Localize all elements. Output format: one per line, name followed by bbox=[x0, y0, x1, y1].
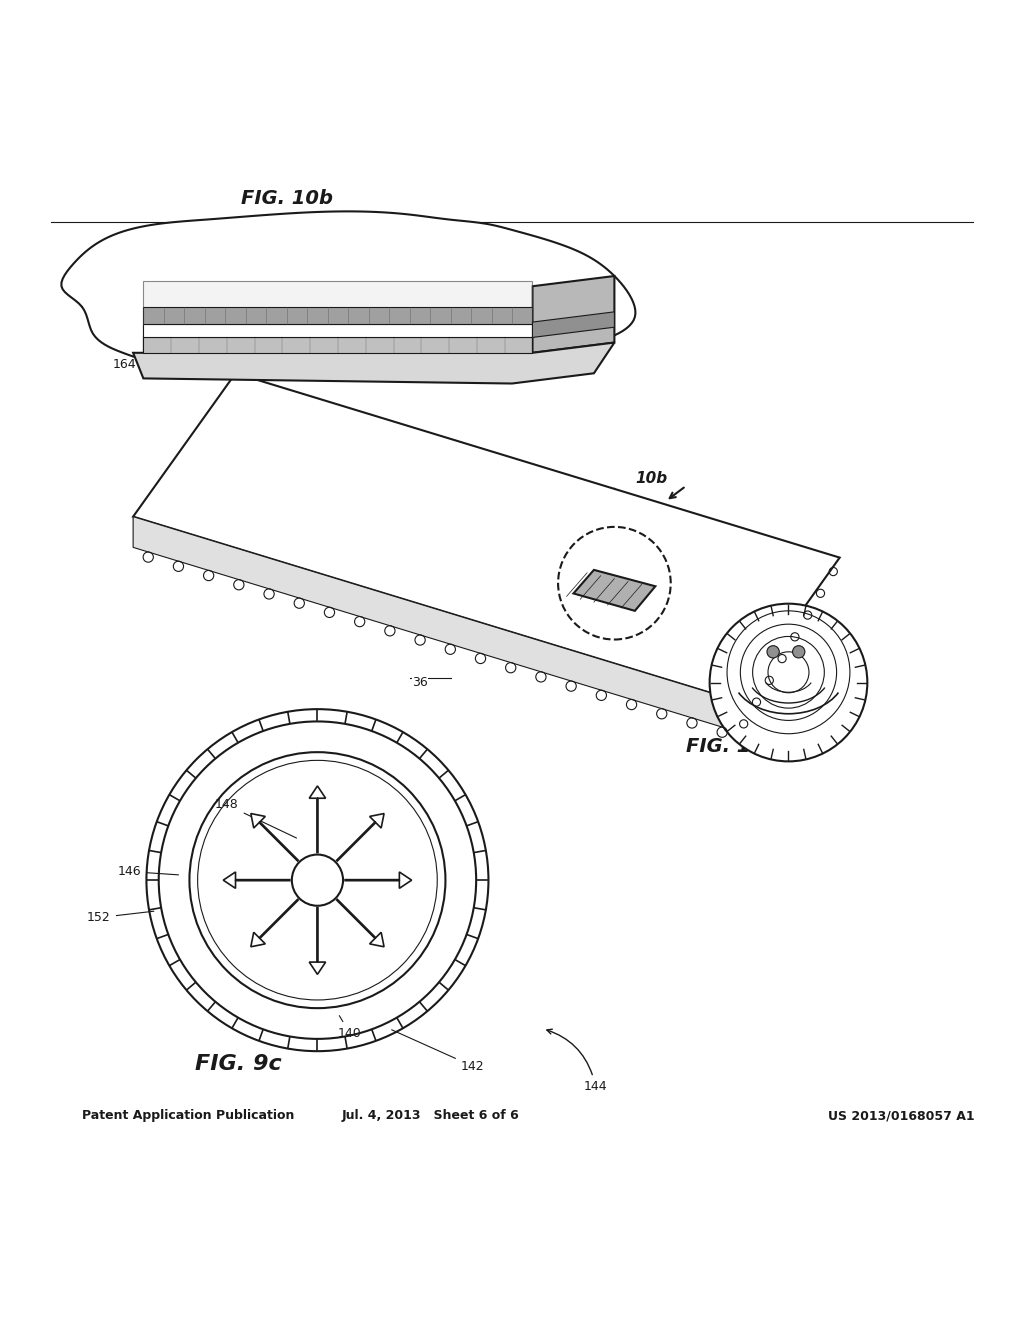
FancyArrow shape bbox=[345, 873, 412, 888]
Text: FIG. 10a: FIG. 10a bbox=[686, 737, 777, 756]
Text: 166: 166 bbox=[328, 279, 387, 310]
Circle shape bbox=[767, 645, 779, 657]
Text: 140: 140 bbox=[338, 1015, 361, 1040]
Text: 148: 148 bbox=[215, 799, 297, 838]
Circle shape bbox=[710, 603, 867, 762]
Polygon shape bbox=[133, 516, 737, 731]
Text: 142: 142 bbox=[391, 1030, 484, 1073]
Circle shape bbox=[189, 752, 445, 1008]
Text: 162: 162 bbox=[133, 243, 181, 256]
Text: 152: 152 bbox=[87, 911, 154, 924]
Polygon shape bbox=[532, 312, 614, 338]
Polygon shape bbox=[143, 306, 532, 325]
Text: Patent Application Publication: Patent Application Publication bbox=[82, 1109, 294, 1122]
FancyArrow shape bbox=[309, 908, 326, 974]
FancyArrow shape bbox=[251, 813, 298, 861]
Polygon shape bbox=[133, 374, 840, 701]
FancyArrow shape bbox=[251, 899, 298, 946]
Polygon shape bbox=[573, 570, 655, 611]
Text: US 2013/0168057 A1: US 2013/0168057 A1 bbox=[827, 1109, 975, 1122]
Text: FIG. 10b: FIG. 10b bbox=[241, 189, 333, 209]
Polygon shape bbox=[61, 211, 636, 380]
FancyArrow shape bbox=[337, 899, 384, 946]
Circle shape bbox=[793, 645, 805, 657]
Text: Jul. 4, 2013   Sheet 6 of 6: Jul. 4, 2013 Sheet 6 of 6 bbox=[341, 1109, 519, 1122]
FancyArrow shape bbox=[309, 785, 326, 853]
Text: 72: 72 bbox=[512, 360, 555, 381]
Text: 160: 160 bbox=[369, 512, 447, 546]
Text: 146: 146 bbox=[118, 865, 178, 878]
Polygon shape bbox=[133, 343, 614, 384]
Text: 34: 34 bbox=[195, 548, 273, 566]
Text: FIG. 9c: FIG. 9c bbox=[195, 1055, 282, 1074]
Text: 10b: 10b bbox=[635, 470, 667, 486]
Text: 74: 74 bbox=[522, 343, 550, 356]
Circle shape bbox=[292, 854, 343, 906]
FancyArrow shape bbox=[337, 813, 384, 861]
Polygon shape bbox=[532, 276, 614, 352]
Polygon shape bbox=[143, 338, 532, 352]
Text: 34: 34 bbox=[432, 222, 456, 247]
Text: 164: 164 bbox=[113, 339, 141, 371]
FancyArrow shape bbox=[223, 873, 290, 888]
Text: 144: 144 bbox=[547, 1030, 607, 1093]
Text: 36: 36 bbox=[412, 676, 428, 689]
Polygon shape bbox=[143, 281, 532, 338]
Polygon shape bbox=[143, 325, 532, 338]
